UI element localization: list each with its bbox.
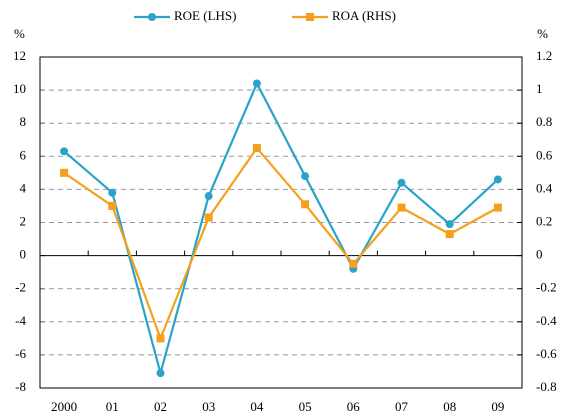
x-tick-label: 06 — [347, 399, 361, 414]
x-tick-label: 04 — [250, 399, 264, 414]
y-tick-label: -6 — [15, 346, 26, 361]
marker — [156, 369, 165, 378]
x-tick-label: 03 — [202, 399, 215, 414]
x-tick-label: 09 — [491, 399, 504, 414]
y2-tick-label: -0.8 — [536, 379, 557, 394]
y2-tick-label: 1.2 — [536, 48, 552, 63]
x-tick-label: 02 — [154, 399, 167, 414]
y-tick-label: -2 — [15, 280, 26, 295]
marker — [445, 230, 454, 239]
marker — [108, 201, 117, 210]
marker — [349, 259, 358, 268]
legend-label: ROE (LHS) — [174, 8, 236, 23]
marker — [204, 192, 213, 201]
marker — [156, 334, 165, 343]
marker — [60, 168, 69, 177]
marker — [493, 203, 502, 212]
y2-tick-label: 0.6 — [536, 147, 553, 162]
series-line — [63, 80, 499, 378]
marker — [108, 188, 117, 197]
legend-label: ROA (RHS) — [332, 8, 396, 23]
y-tick-label: 12 — [13, 48, 26, 63]
marker — [60, 147, 69, 156]
y-tick-label: -4 — [15, 313, 26, 328]
marker — [301, 200, 310, 209]
marker — [397, 178, 406, 187]
x-tick-label: 05 — [299, 399, 312, 414]
marker — [252, 144, 261, 153]
y2-axis-label: % — [537, 26, 548, 41]
marker — [301, 172, 310, 181]
marker — [306, 13, 314, 21]
y-tick-label: 6 — [20, 147, 27, 162]
x-tick-label: 01 — [106, 399, 119, 414]
plot-frame — [39, 56, 523, 389]
y2-tick-label: 0.4 — [536, 180, 553, 195]
x-tick-label: 07 — [395, 399, 409, 414]
y2-tick-label: -0.4 — [536, 313, 557, 328]
marker — [252, 79, 261, 88]
y-tick-label: 10 — [13, 81, 26, 96]
y2-tick-label: -0.6 — [536, 346, 557, 361]
y2-tick-label: 0.8 — [536, 114, 552, 129]
marker — [397, 203, 406, 212]
y-tick-label: 4 — [20, 180, 27, 195]
y2-tick-label: 1 — [536, 81, 543, 96]
x-tick-label: 08 — [443, 399, 456, 414]
y-tick-label: -8 — [15, 379, 26, 394]
x-tick-label: 2000 — [51, 399, 77, 414]
marker — [493, 175, 502, 184]
y2-tick-label: 0 — [536, 247, 543, 262]
marker — [204, 213, 213, 222]
y2-tick-label: 0.2 — [536, 213, 552, 228]
series-line — [63, 146, 499, 342]
y-tick-label: 2 — [20, 213, 27, 228]
y-tick-label: 0 — [20, 247, 27, 262]
marker — [445, 220, 454, 229]
y2-tick-label: -0.2 — [536, 280, 557, 295]
marker — [148, 13, 156, 21]
y-tick-label: 8 — [20, 114, 27, 129]
y-axis-label: % — [14, 26, 25, 41]
